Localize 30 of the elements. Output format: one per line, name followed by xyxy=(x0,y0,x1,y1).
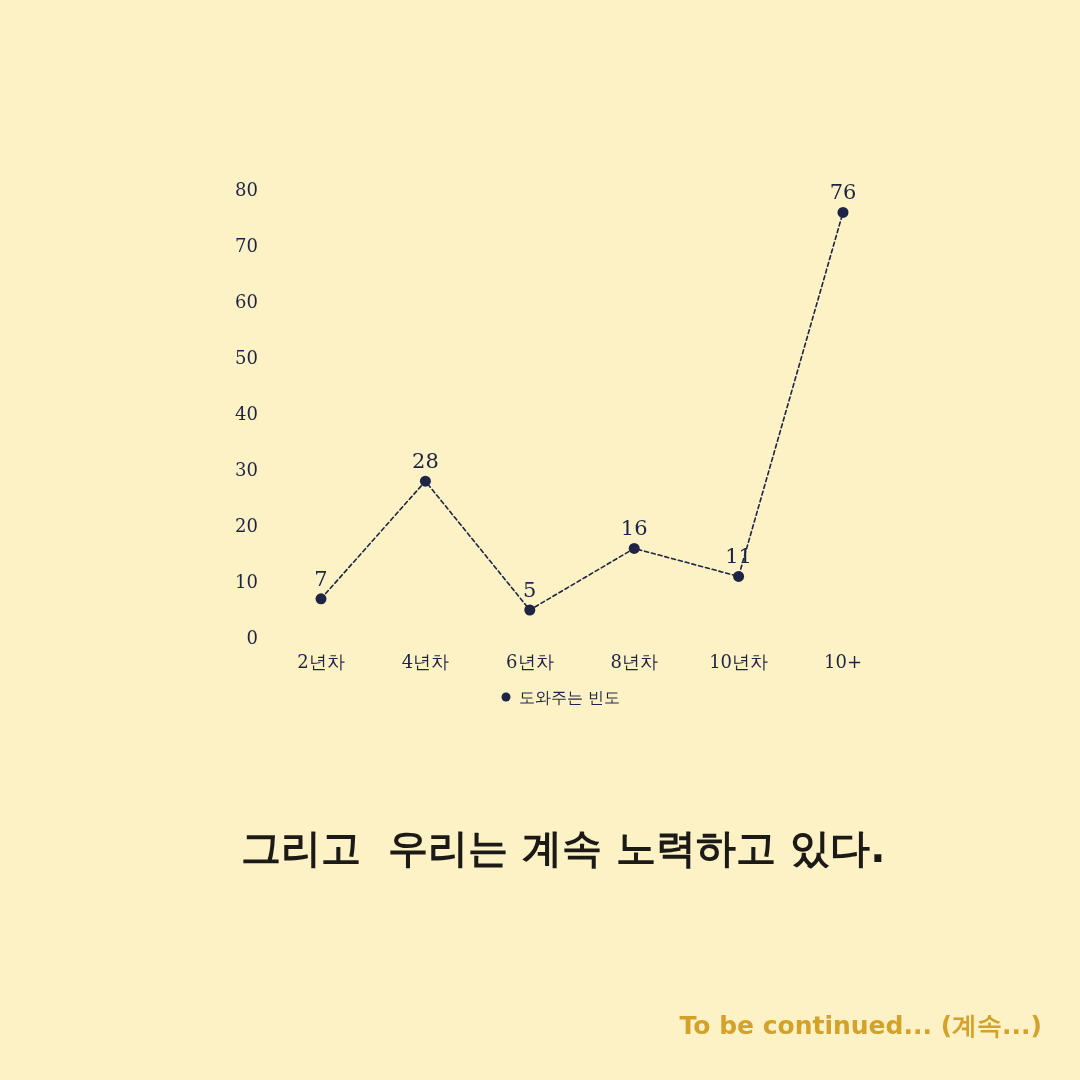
data-label: 76 xyxy=(829,180,857,205)
data-label: 5 xyxy=(523,578,537,602)
y-tick-label: 30 xyxy=(235,459,258,481)
data-label: 16 xyxy=(620,516,648,541)
point xyxy=(733,570,745,582)
x-tick-label: 4년차 xyxy=(401,651,450,672)
y-tick-label: 40 xyxy=(235,403,258,425)
y-tick-label: 80 xyxy=(235,179,258,201)
text: 그리고 우리는 계속 노력하고 있다. xyxy=(240,825,886,871)
y-tick-label: 70 xyxy=(235,235,258,257)
y-tick-label: 20 xyxy=(235,515,258,537)
y-tick-label: 50 xyxy=(235,347,258,369)
point xyxy=(628,542,640,554)
point xyxy=(315,593,327,605)
x-tick-label: 8년차 xyxy=(610,651,658,672)
data-label: 28 xyxy=(412,449,439,474)
y-tick-label: 60 xyxy=(235,291,258,313)
point xyxy=(419,475,431,487)
x-tick-label: 6년차 xyxy=(506,651,554,672)
data-label: 11 xyxy=(725,544,752,569)
text: To be continued... (계속...) xyxy=(679,1011,1042,1040)
point xyxy=(837,206,849,218)
y-tick-label: 0 xyxy=(246,627,258,649)
legend-label: 도와주는 빈도 xyxy=(519,687,621,707)
x-tick-label: 10+ xyxy=(824,651,862,672)
y-tick-label: 10 xyxy=(235,571,258,593)
x-tick-label: 10년차 xyxy=(709,651,769,672)
point xyxy=(524,604,536,616)
x-tick-label: 2년차 xyxy=(297,651,345,672)
data-label: 7 xyxy=(314,566,328,591)
